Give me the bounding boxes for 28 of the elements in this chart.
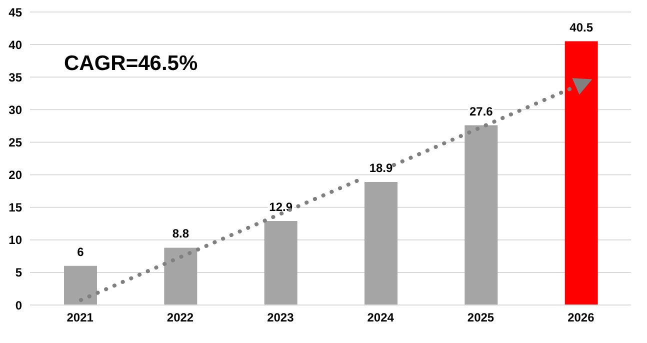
y-tick-label: 15 xyxy=(8,200,22,215)
x-tick-label: 2021 xyxy=(66,310,94,325)
x-tick-label: 2026 xyxy=(568,310,595,325)
bar xyxy=(64,266,97,305)
x-tick-label: 2025 xyxy=(467,310,494,325)
x-tick-label: 2024 xyxy=(367,310,394,325)
bar xyxy=(364,182,398,305)
y-tick-label: 20 xyxy=(8,168,22,182)
annotation: CAGR=46.5% xyxy=(64,52,198,76)
data-label: 6 xyxy=(77,244,84,259)
bar xyxy=(564,41,598,305)
y-tick-label: 10 xyxy=(8,233,22,248)
data-label: 40.5 xyxy=(570,20,594,34)
y-tick-label: 35 xyxy=(8,70,22,84)
bar xyxy=(264,221,298,305)
y-tick-label: 45 xyxy=(8,5,22,20)
data-label: 18.9 xyxy=(369,160,393,175)
x-tick-label: 2023 xyxy=(267,310,294,325)
y-tick-label: 0 xyxy=(15,298,22,312)
bar xyxy=(464,125,498,305)
y-tick-label: 5 xyxy=(15,266,22,280)
data-label: 27.6 xyxy=(469,104,494,118)
y-tick-label: 25 xyxy=(8,135,22,150)
y-tick-label: 40 xyxy=(8,38,22,52)
bar xyxy=(164,248,198,305)
y-tick-label: 30 xyxy=(8,102,22,117)
data-label: 8.8 xyxy=(172,226,190,241)
x-tick-label: 2022 xyxy=(166,310,194,325)
